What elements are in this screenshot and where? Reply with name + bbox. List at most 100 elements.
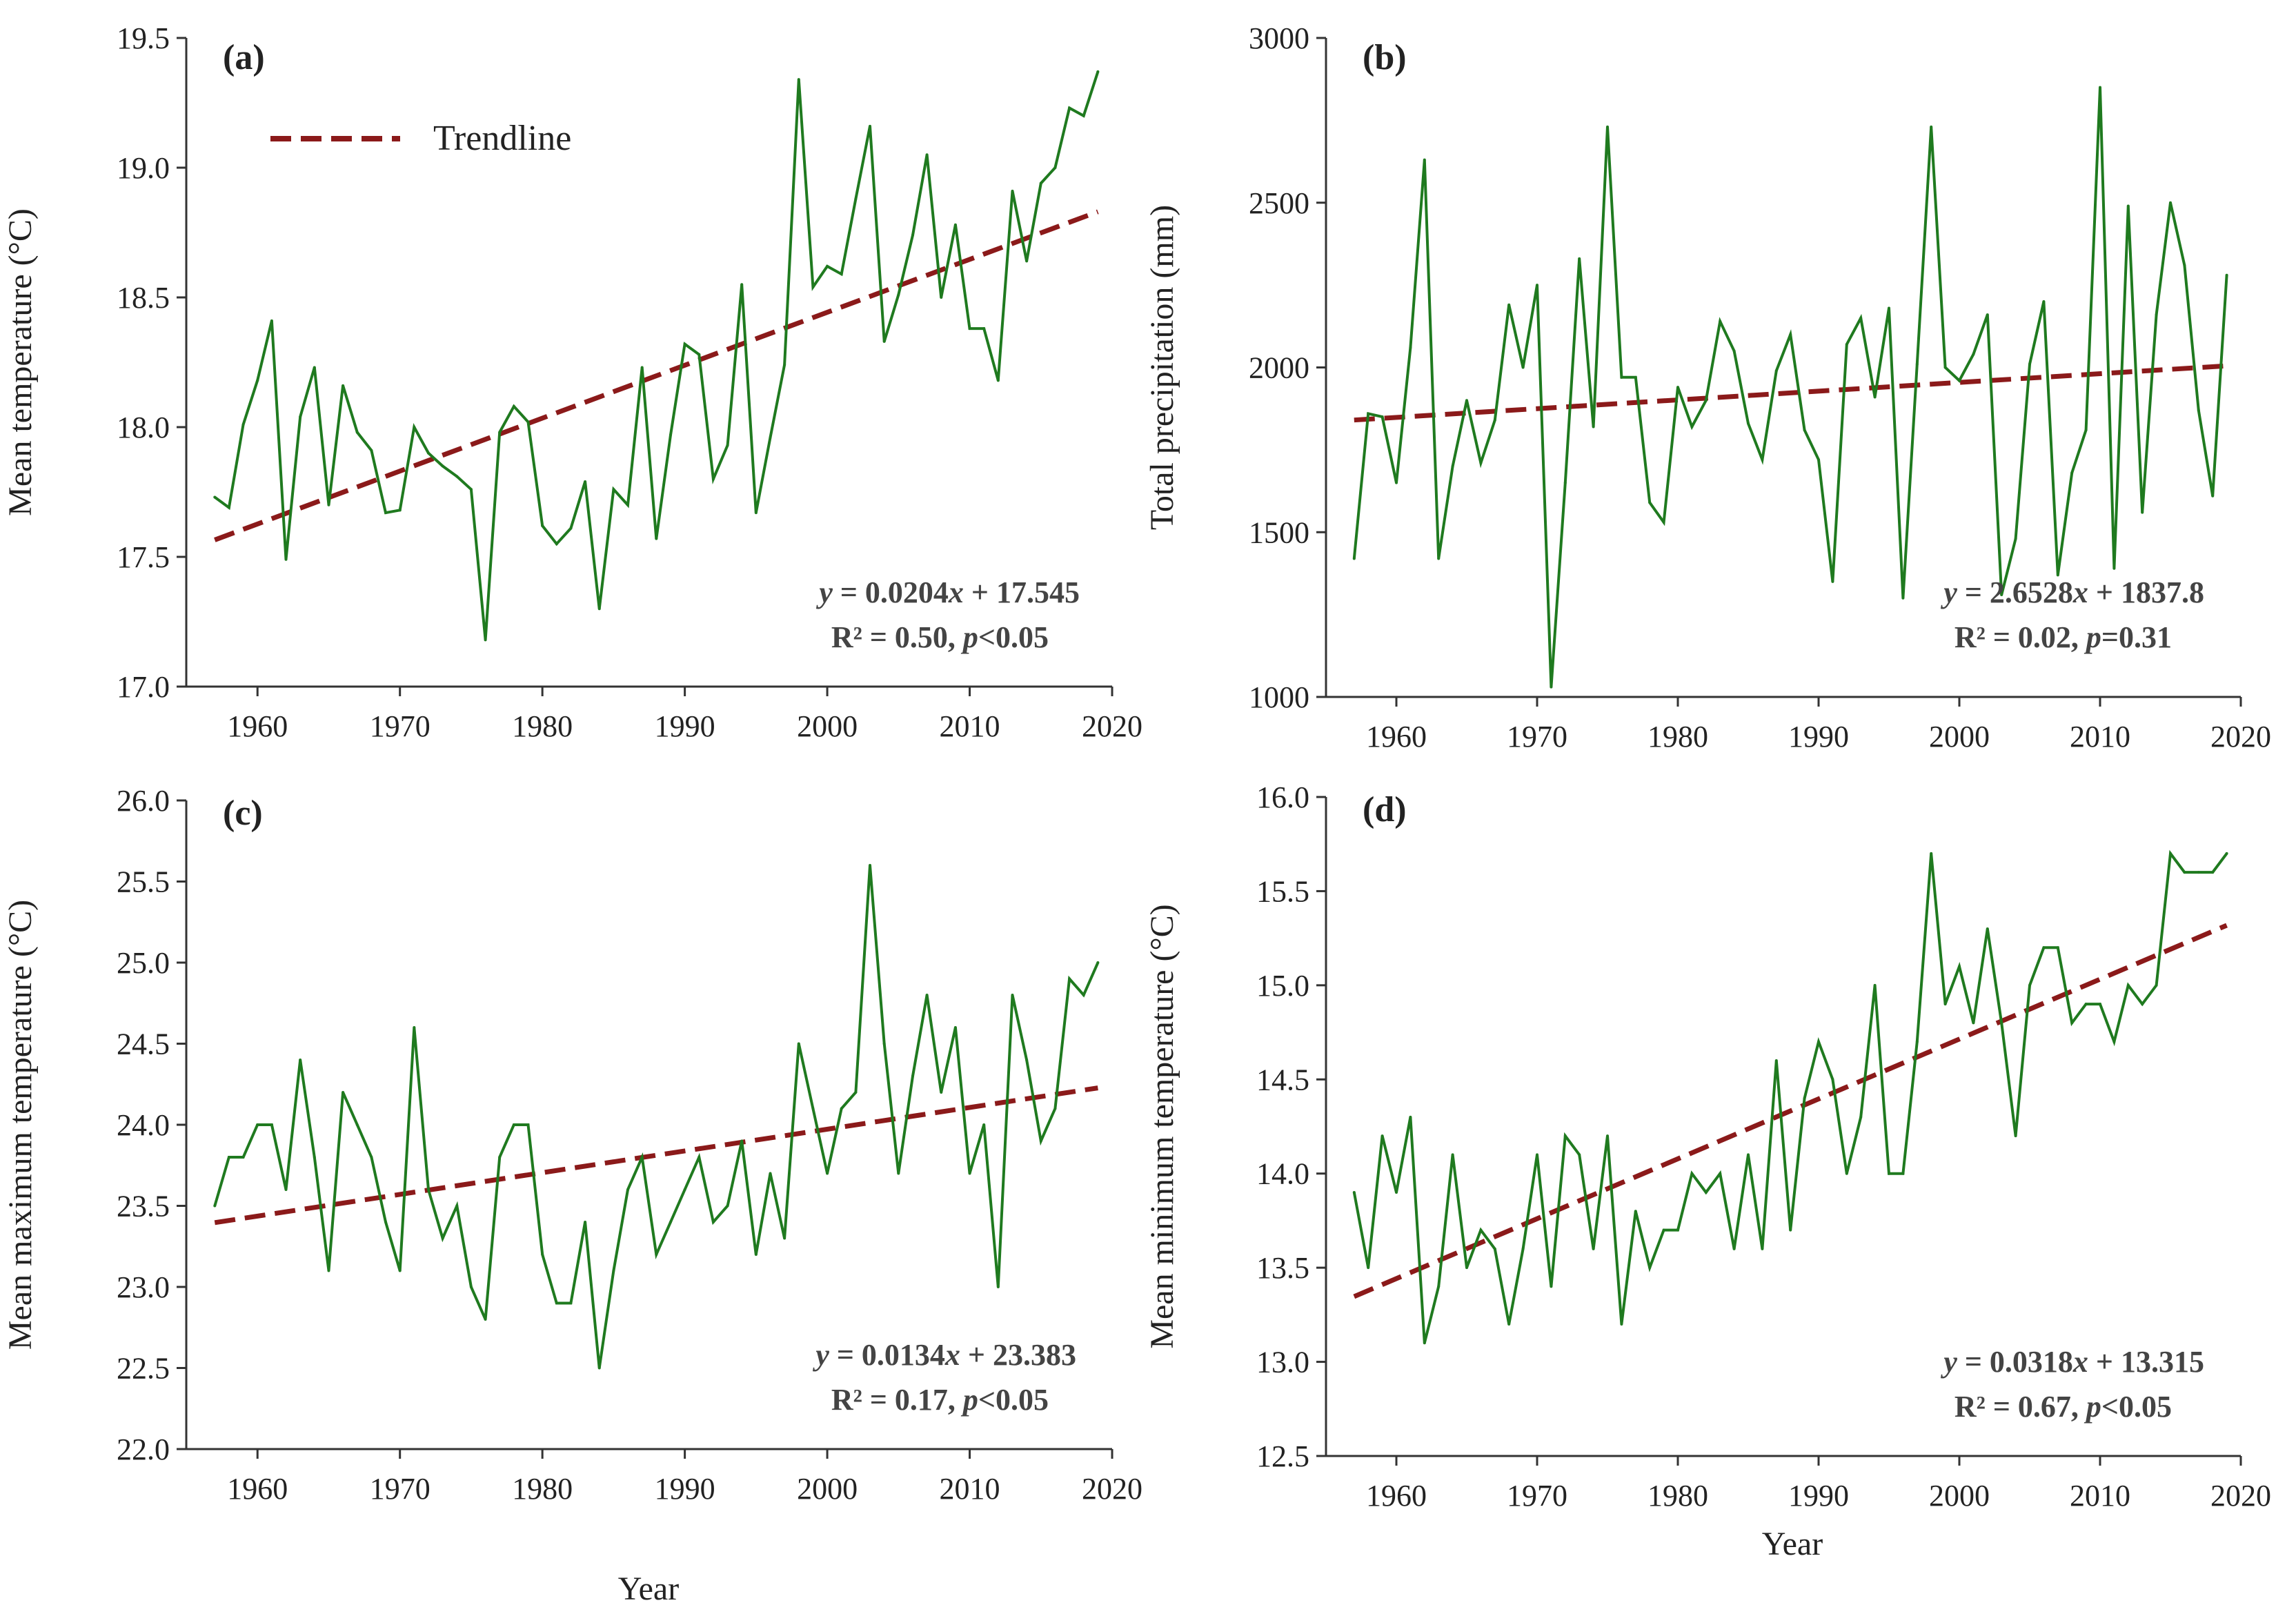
data-point [2056,946,2059,949]
x-tick-label: 1960 [1366,1479,1427,1513]
x-tick-label: 1960 [227,1472,288,1506]
data-point [584,1221,587,1223]
data-point [1465,399,1468,402]
data-point [299,1059,302,1061]
y-tick-label: 17.0 [117,670,170,704]
data-point [398,509,402,512]
data-point [1550,1285,1553,1288]
regression-equation: y = 0.0204x + 17.545 [815,575,1080,609]
data-point [270,1123,273,1126]
data-point [1915,1040,1919,1043]
x-tick-label: 1980 [1647,720,1708,754]
trendline [1353,923,2228,1299]
data-point [370,449,373,452]
data-point [1395,1191,1398,1194]
x-tick-label: 2010 [940,709,1000,743]
data-point [1662,520,1665,524]
data-point [498,431,502,434]
y-tick-label: 17.5 [117,540,170,574]
data-point [697,1156,701,1159]
data-point [1958,965,1961,968]
data-point [1845,1172,1848,1175]
data-point [1550,685,1553,689]
data-point [1025,259,1029,263]
data-point [683,342,686,346]
regression-stats: R² = 0.17, p<0.05 [831,1383,1049,1417]
data-point [1803,429,1806,432]
data-point [597,1366,601,1370]
data-point [911,1074,914,1078]
data-point [512,404,515,408]
trendline [214,1085,1098,1226]
data-point [2112,567,2116,570]
x-tick-label: 2020 [2210,720,2271,754]
data-point [342,384,345,387]
data-point [1606,1134,1609,1138]
data-point [669,1221,672,1223]
data-point [1493,1247,1496,1250]
y-tick-label: 18.0 [117,411,170,444]
y-tick-label: 23.0 [117,1270,170,1304]
data-point [2042,946,2046,949]
data-point [2211,871,2215,874]
data-point [469,488,473,491]
data-point [1817,1040,1820,1043]
x-tick-label: 2010 [2070,720,2130,754]
data-point [1747,422,1750,425]
y-tick-label: 3000 [1249,21,1309,55]
x-tick-label: 1970 [1507,720,1567,754]
data-point [996,379,1000,382]
data-point [754,1253,758,1256]
data-point [541,1253,544,1256]
data-point [840,1107,843,1110]
data-point [1409,1115,1412,1119]
x-tick-label: 2010 [940,1472,1000,1506]
data-point [1873,983,1877,987]
data-point [726,1204,729,1208]
x-tick-label: 1990 [655,709,715,743]
data-point [1732,1247,1736,1250]
data-point [2014,537,2017,540]
legend: Trendline [270,119,571,158]
data-point [498,1156,502,1159]
data-point [655,1253,658,1256]
data-point [869,124,872,128]
data-point [526,420,530,424]
data-point [2225,273,2228,277]
data-point [555,1301,558,1305]
data-point [655,537,658,540]
data-point [826,1172,829,1175]
data-point [754,511,758,515]
data-point [1704,1191,1708,1194]
data-point [1901,1172,1905,1175]
data-point [1648,501,1652,504]
data-point [711,478,715,481]
data-point [2126,204,2130,208]
data-point [1451,1153,1454,1157]
data-point [940,1091,943,1094]
data-point [940,296,943,299]
data-point [1563,481,1567,484]
data-point [1774,1059,1778,1062]
data-point [1986,313,1989,317]
data-point [355,1123,359,1126]
y-tick-label: 23.5 [117,1190,170,1223]
data-point [1409,346,1412,349]
panel-b: 1000 1500 2000 2500 3000 1960 1970 1980 1990 2000… [1144,21,2271,754]
data-point [1465,1266,1468,1270]
x-axis-title: Year [618,1571,679,1607]
y-tick-label: 15.5 [1256,874,1309,908]
data-point [2141,1003,2144,1006]
data-point [953,223,957,226]
y-tick-label: 15.0 [1256,969,1309,1003]
data-point [213,495,217,499]
data-point [1690,425,1694,429]
panel-c: 22.0 22.5 23.0 23.5 24.0 24.5 25.0 25.5 26.0 1960… [2,784,1142,1506]
data-point [882,1042,886,1045]
trendline [214,209,1099,542]
data-point [2197,409,2200,412]
x-tick-label: 2000 [1929,1479,1990,1513]
x-axis-title: Year [1762,1526,1823,1562]
panel-label: (a) [223,38,265,77]
data-point [826,264,829,268]
